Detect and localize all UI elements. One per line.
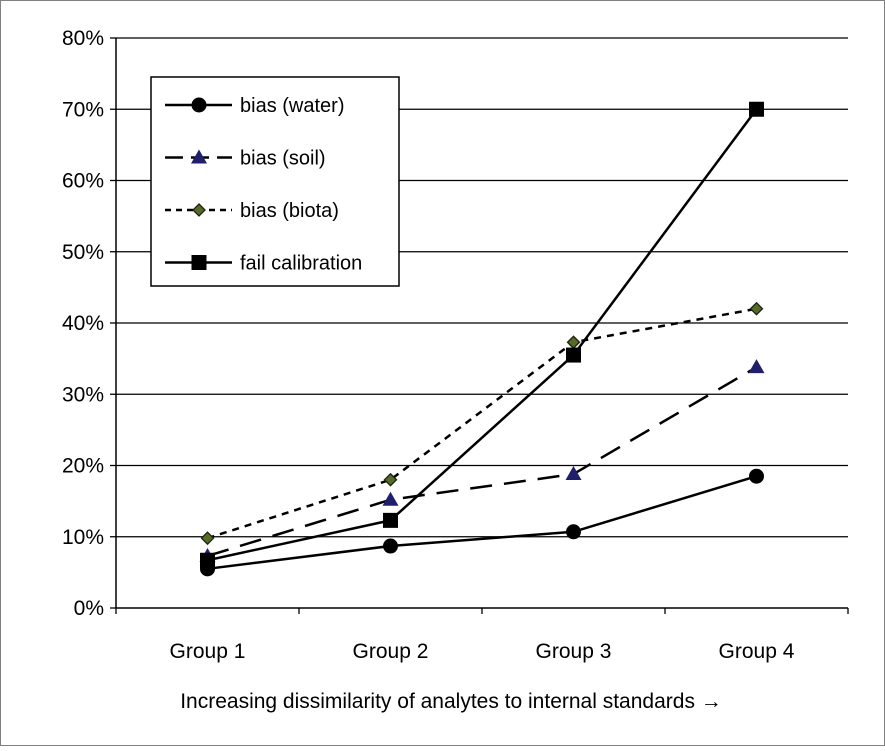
axes: [110, 37, 849, 614]
legend-marker: [191, 149, 207, 164]
legend-marker: [192, 203, 206, 217]
y-tick-label: 60%: [62, 170, 104, 193]
legend-label: bias (biota): [240, 200, 339, 222]
legend-label: bias (water): [240, 95, 344, 117]
y-tick-label: 30%: [62, 383, 104, 406]
data-point: [566, 524, 581, 540]
legend-entry: bias (biota): [165, 200, 339, 222]
series-diamond: [200, 301, 764, 546]
legend-entry: bias (soil): [165, 148, 326, 170]
legend-entry: bias (water): [165, 95, 344, 117]
y-tick-label: 50%: [62, 241, 104, 264]
x-tick-label: Group 1: [170, 640, 246, 663]
series-line: [207, 474, 757, 571]
data-point: [383, 512, 398, 528]
legend-label: bias (soil): [240, 148, 326, 170]
y-tick-label: 0%: [74, 597, 104, 620]
series-square: [200, 101, 764, 568]
data-point: [749, 101, 764, 117]
y-tick-label: 20%: [62, 455, 104, 478]
y-tick-label: 40%: [62, 312, 104, 335]
data-point: [748, 359, 765, 374]
data-point: [749, 301, 764, 316]
legend-box: [150, 76, 400, 287]
data-point: [383, 538, 398, 554]
x-tick-label: Group 3: [536, 640, 612, 663]
series-layer: [199, 101, 765, 577]
y-tick-label: 80%: [62, 27, 104, 50]
data-point: [200, 531, 215, 546]
legend-label: fail calibration: [240, 253, 362, 275]
legend-marker: [191, 255, 207, 270]
legend-marker: [191, 97, 207, 113]
x-tick-label: Group 4: [719, 640, 795, 663]
legend-entry: fail calibration: [165, 253, 362, 275]
tick-labels: 0% 10% 20% 30% 40% 50% 60% 70% 80% Group 1 Group 2…: [62, 27, 795, 663]
data-point: [749, 468, 764, 484]
y-tick-label: 10%: [62, 526, 104, 549]
legend: bias (water) bias (soil) bias (biota) fail …: [150, 76, 400, 287]
data-point: [383, 472, 398, 487]
x-axis-label: Increasing dissimilarity of analytes to …: [180, 690, 722, 713]
data-point: [382, 491, 399, 506]
series-line: [207, 307, 757, 540]
y-tick-label: 70%: [62, 98, 104, 121]
x-tick-label: Group 2: [353, 640, 429, 663]
series-line: [207, 366, 758, 558]
data-point: [566, 347, 581, 363]
series-line: [207, 108, 758, 562]
data-point: [200, 552, 215, 568]
data-point: [565, 466, 582, 481]
